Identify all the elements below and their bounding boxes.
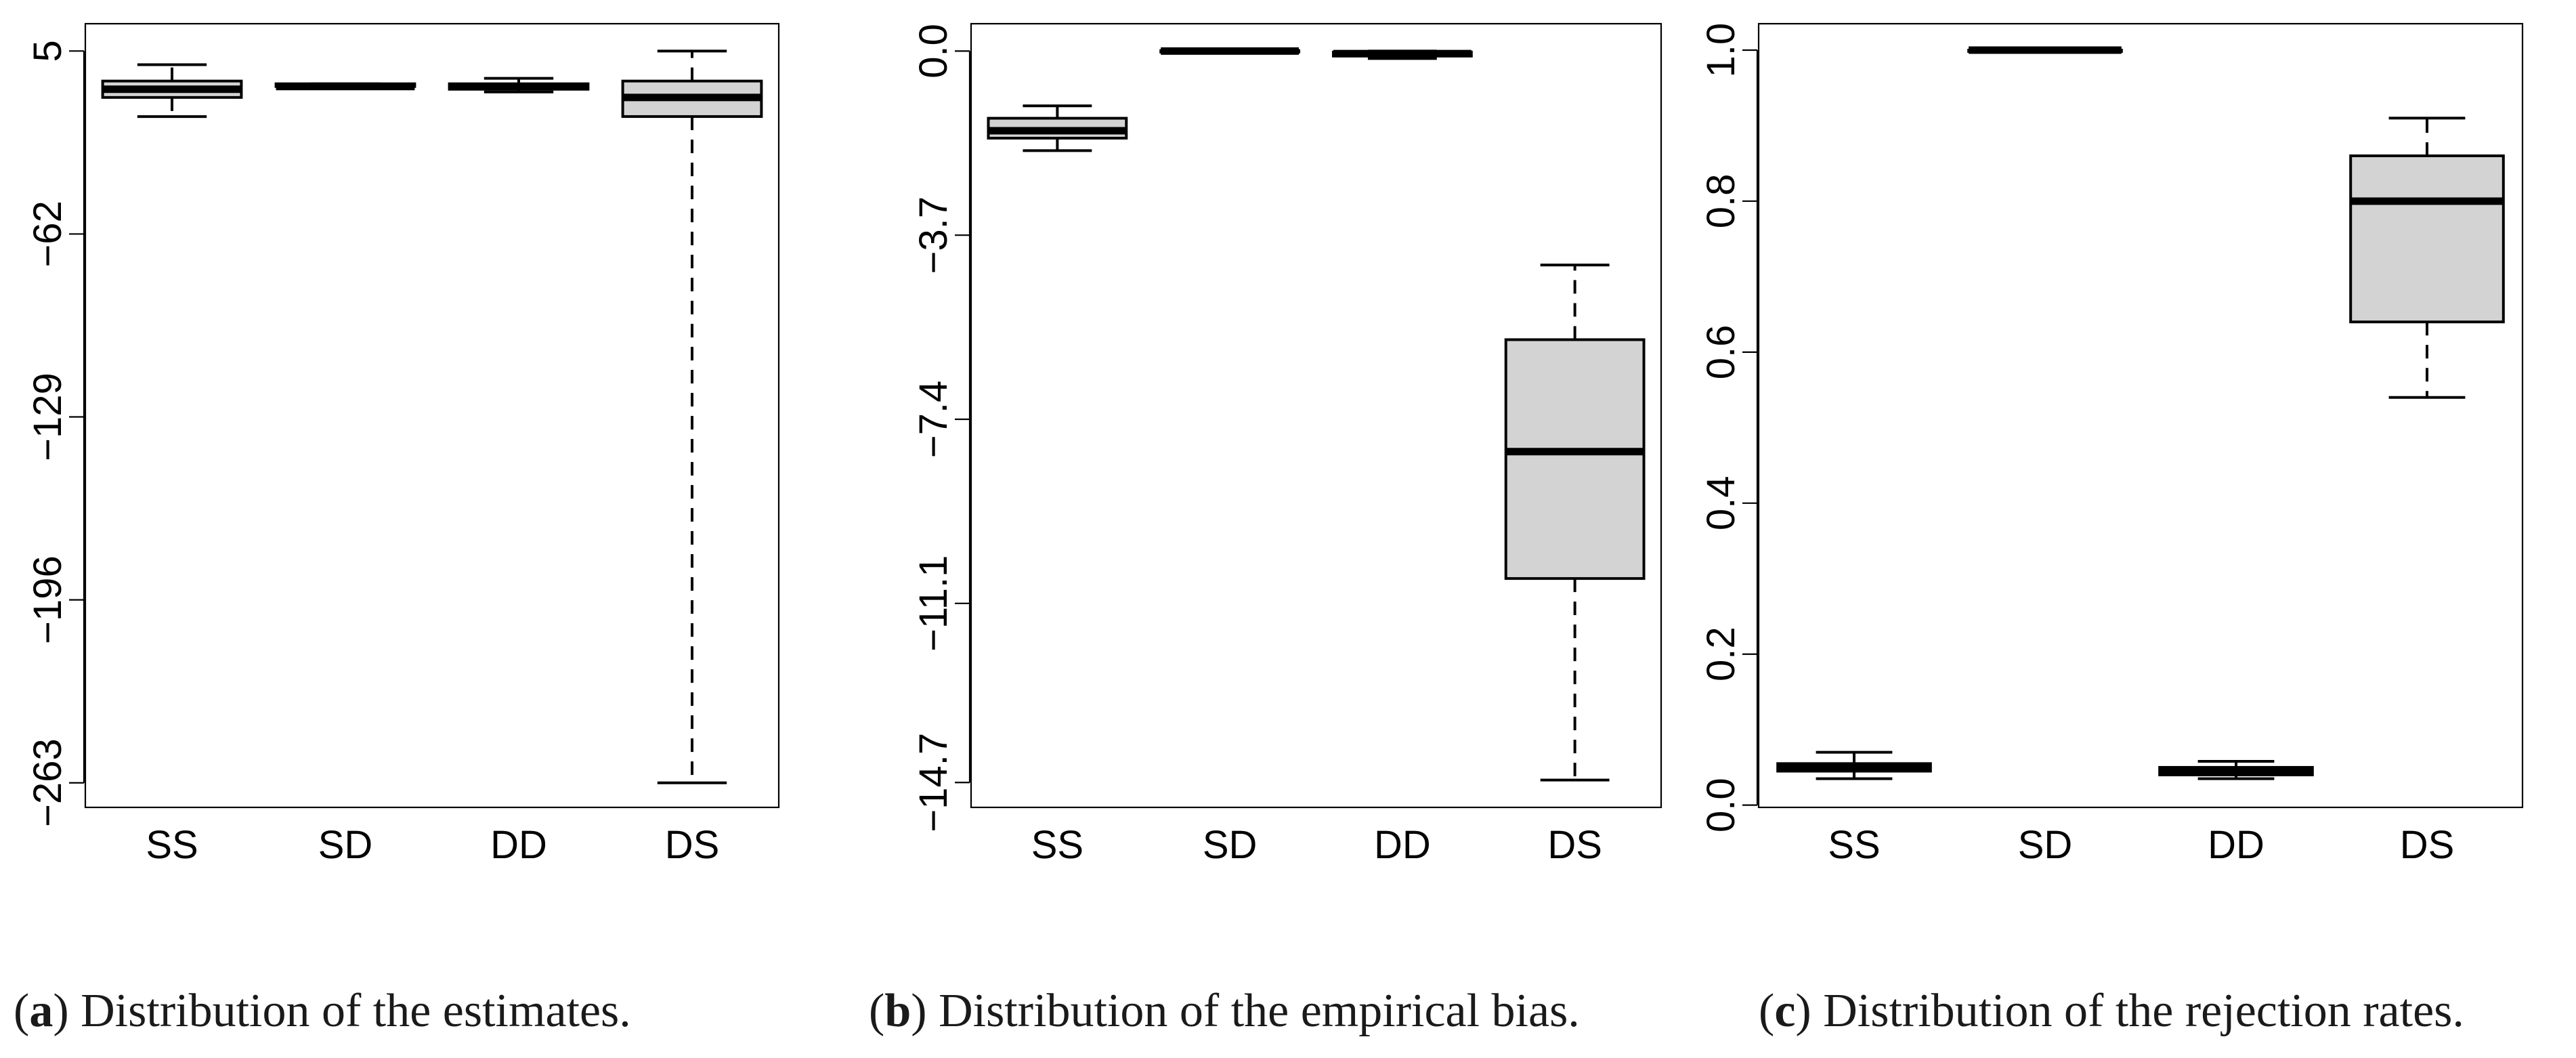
caption: (a) Distribution of the estimates. bbox=[14, 985, 631, 1037]
y-tick-label: 5 bbox=[26, 40, 70, 62]
box-ds bbox=[2349, 117, 2505, 399]
caption-close-paren: ) bbox=[1795, 985, 1823, 1037]
x-tick-label: SS bbox=[146, 823, 198, 867]
y-tick-label: −3.7 bbox=[911, 196, 956, 274]
y-tick-label: 0.0 bbox=[1699, 778, 1743, 832]
panel-b: 0.0 −3.7 −7.4 −11.1 −14.7 SS SD DD DS (b) Distrib… bbox=[869, 22, 1662, 1037]
box-ss bbox=[101, 63, 243, 119]
box-sd bbox=[274, 82, 416, 91]
box-iqr bbox=[1504, 338, 1646, 580]
box-dd bbox=[448, 77, 590, 93]
box-ds bbox=[1504, 263, 1646, 782]
caption-close-paren: ) bbox=[911, 985, 939, 1037]
y-tick-label: −11.1 bbox=[911, 555, 956, 652]
box-iqr bbox=[2349, 154, 2505, 324]
x-tick-label: SD bbox=[2018, 823, 2073, 867]
box-dd bbox=[1331, 49, 1473, 60]
box-dd bbox=[2158, 760, 2314, 780]
caption-body: Distribution of the estimates. bbox=[81, 985, 631, 1037]
y-tick-label: 1.0 bbox=[1699, 23, 1743, 78]
caption-close-paren: ) bbox=[53, 985, 81, 1037]
y-tick-label: −196 bbox=[26, 555, 70, 644]
box-ds bbox=[621, 49, 763, 784]
box-sd bbox=[1967, 46, 2123, 54]
x-tick-label: DS bbox=[2400, 823, 2455, 867]
y-tick-label: −62 bbox=[26, 200, 70, 267]
caption: (c) Distribution of the rejection rates. bbox=[1759, 985, 2464, 1037]
x-tick-label: DS bbox=[1547, 823, 1602, 867]
x-tick-label: SS bbox=[1031, 823, 1083, 867]
y-tick-label: −14.7 bbox=[911, 733, 956, 832]
y-tick-label: 0.0 bbox=[911, 24, 956, 79]
x-tick-label: DD bbox=[1374, 823, 1431, 867]
panel-c: 0.0 0.2 0.4 0.6 0.8 1.0 SS SD DD DS (c) Distributi… bbox=[1699, 22, 2524, 1037]
x-tick-label: DD bbox=[490, 823, 547, 867]
caption-open-paren: ( bbox=[14, 985, 29, 1037]
y-tick-label: 0.6 bbox=[1699, 325, 1743, 380]
box-sd bbox=[1159, 47, 1301, 55]
x-tick-label: SD bbox=[1203, 823, 1258, 867]
x-tick-label: SD bbox=[318, 823, 373, 867]
caption-body: Distribution of the empirical bias. bbox=[939, 985, 1580, 1037]
y-tick-label: 0.2 bbox=[1699, 627, 1743, 681]
y-tick-label: 0.4 bbox=[1699, 475, 1743, 530]
x-tick-label: DS bbox=[665, 823, 720, 867]
y-tick-label: −263 bbox=[26, 738, 70, 827]
x-tick-label: DD bbox=[2208, 823, 2264, 867]
caption-letter: b bbox=[884, 985, 911, 1037]
box-ss bbox=[1776, 750, 1932, 780]
y-tick-label: 0.8 bbox=[1699, 174, 1743, 229]
caption-open-paren: ( bbox=[869, 985, 884, 1037]
panel-a: 5 −62 −129 −196 −263 SS SD DD DS (a) Distribution… bbox=[14, 22, 780, 1037]
x-tick-label: SS bbox=[1828, 823, 1880, 867]
y-tick-label: −129 bbox=[26, 373, 70, 461]
caption-body: Distribution of the rejection rates. bbox=[1823, 985, 2464, 1037]
caption-open-paren: ( bbox=[1759, 985, 1774, 1037]
plot-frame bbox=[970, 22, 1662, 809]
plot-frame bbox=[1757, 22, 2524, 809]
y-tick-label: −7.4 bbox=[911, 381, 956, 459]
caption-letter: c bbox=[1774, 985, 1795, 1037]
plot-frame bbox=[84, 22, 780, 809]
caption-letter: a bbox=[29, 985, 53, 1037]
caption: (b) Distribution of the empirical bias. bbox=[869, 985, 1580, 1037]
box-ss bbox=[987, 104, 1128, 152]
